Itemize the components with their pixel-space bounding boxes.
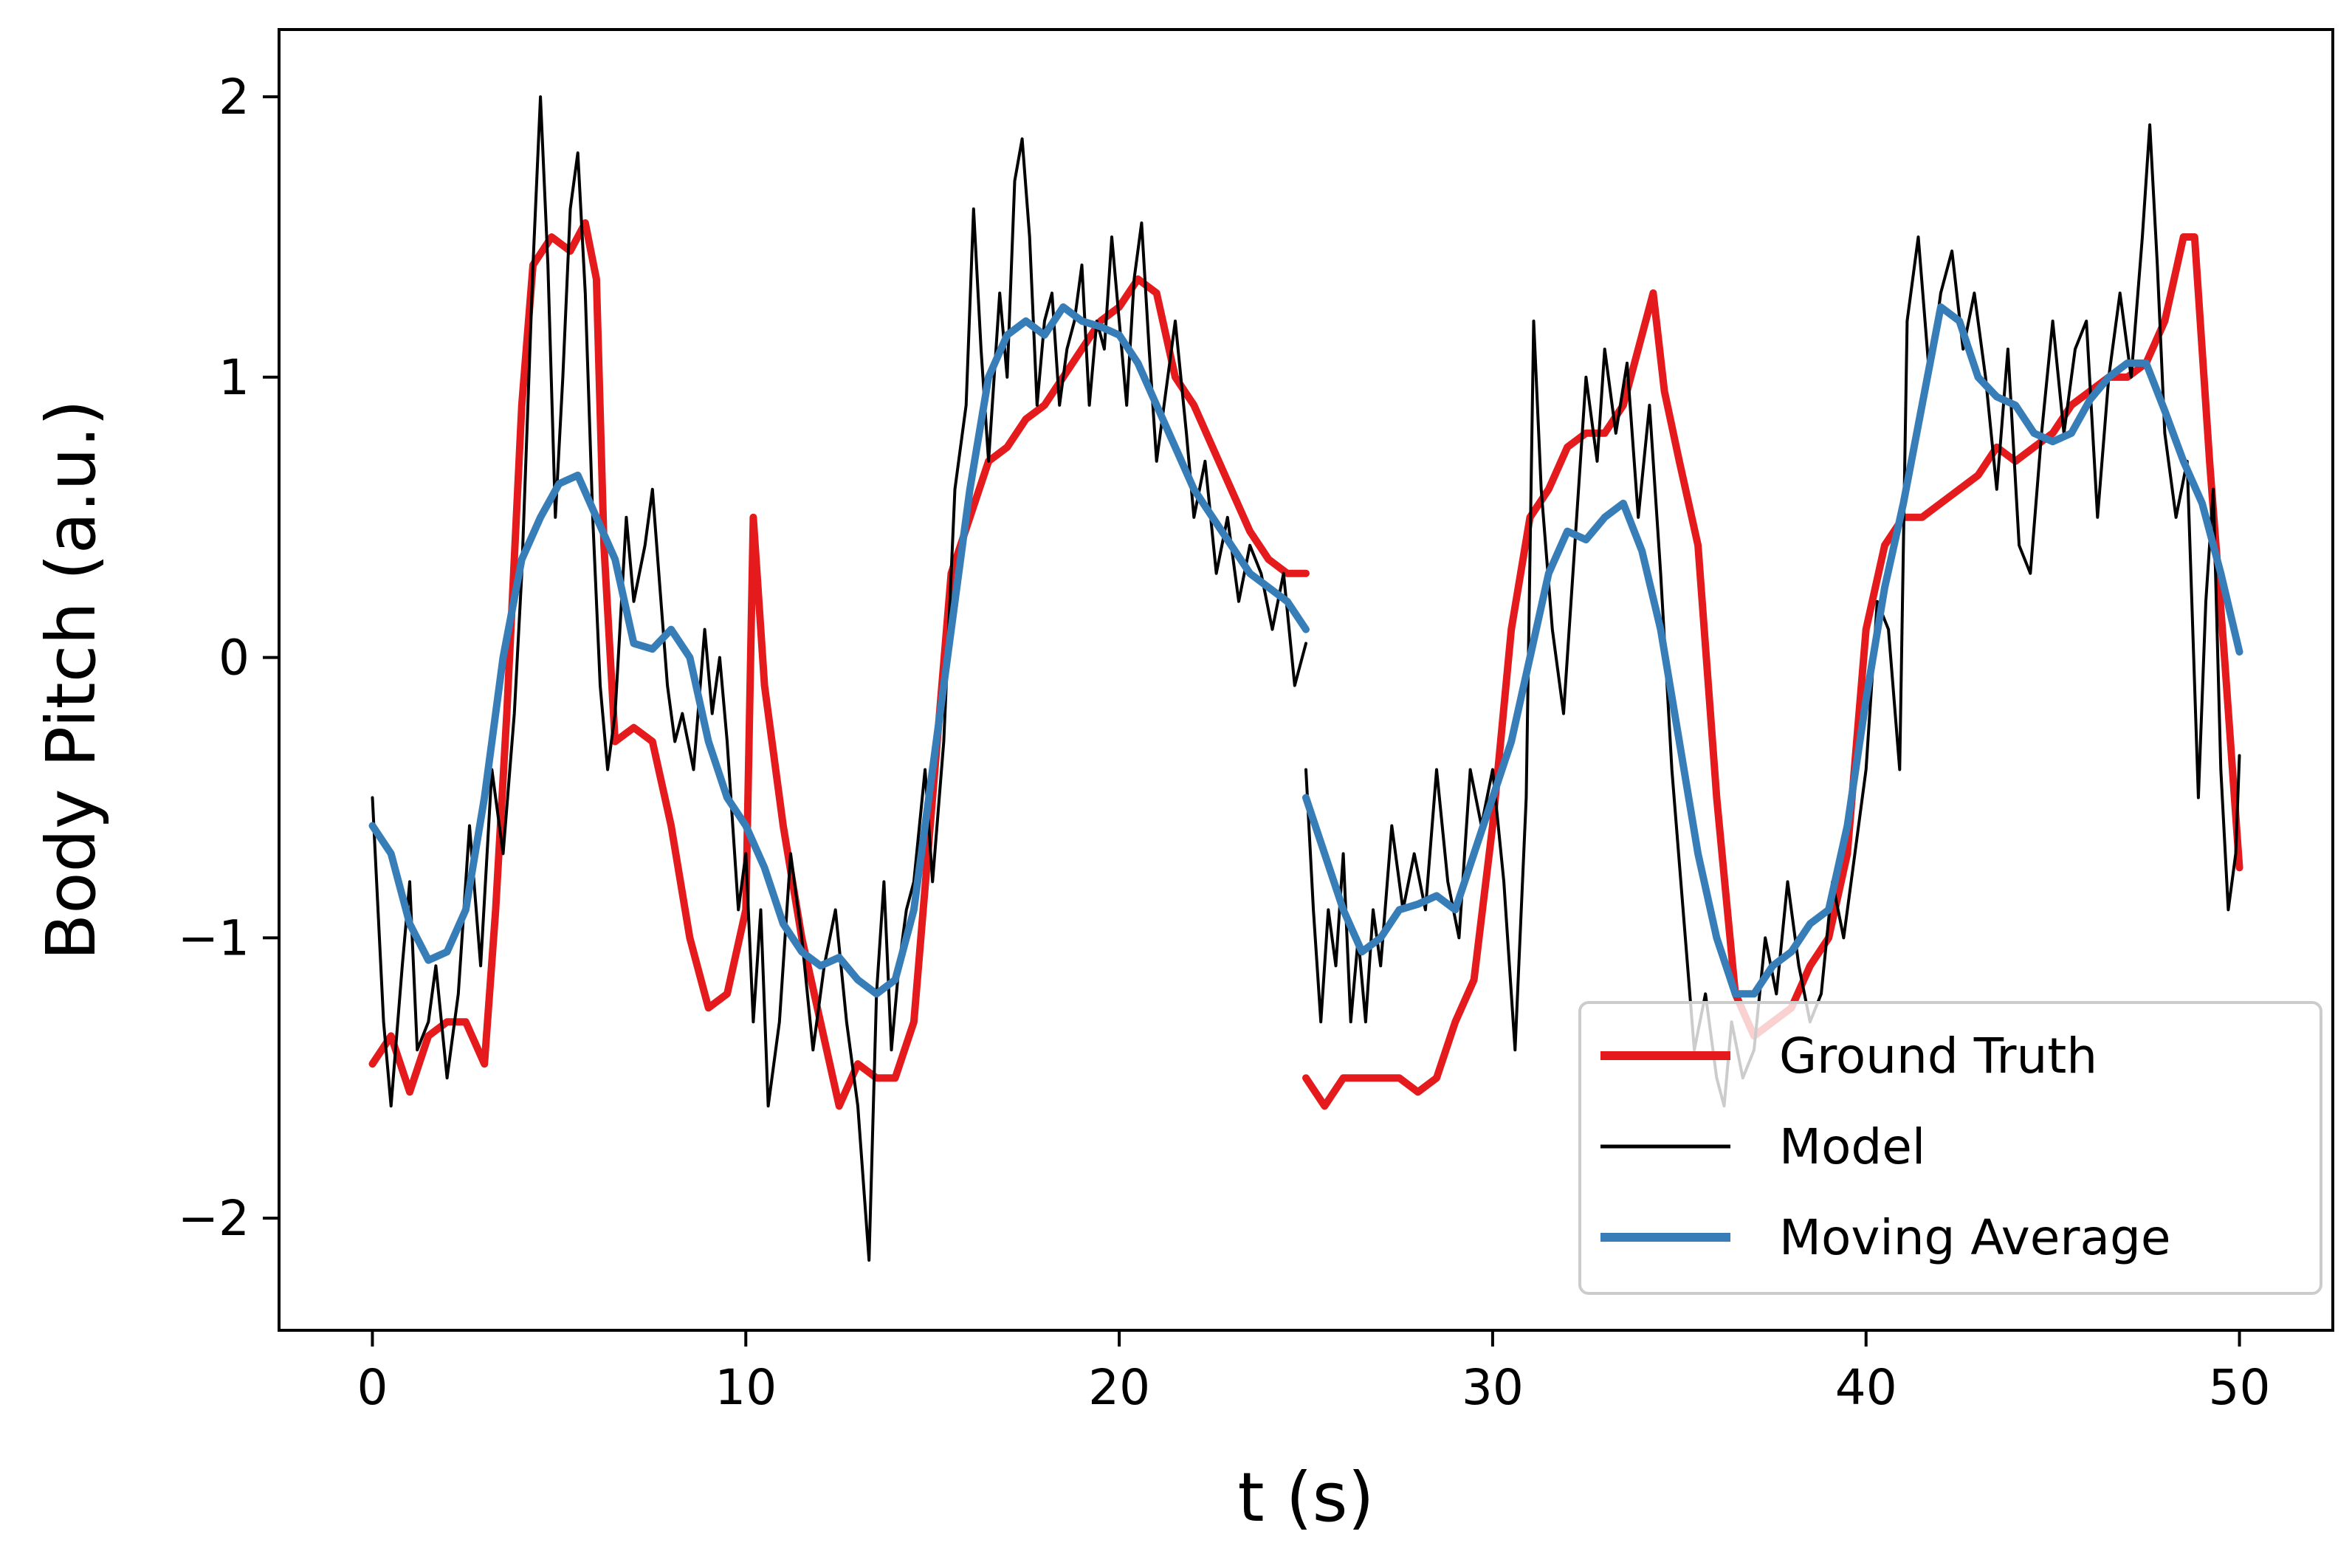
legend-box <box>1578 1001 2322 1295</box>
y-tick-label: 1 <box>219 349 250 406</box>
x-tick-label: 20 <box>1088 1359 1150 1416</box>
legend-label-ground-truth: Ground Truth <box>1779 1028 2097 1084</box>
x-axis-title: t (s) <box>1237 1458 1374 1537</box>
y-tick-label: 0 <box>219 630 250 687</box>
series-line-model-segment-1 <box>371 95 1307 1262</box>
x-tick-label: 10 <box>715 1359 777 1416</box>
series-layer <box>368 95 2243 1262</box>
x-tick-label: 40 <box>1835 1359 1897 1416</box>
series-line-moving-average-segment-2 <box>1302 303 2243 998</box>
x-tick-label: 50 <box>2209 1359 2271 1416</box>
x-tick-label: 30 <box>1462 1359 1524 1416</box>
series-line-moving-average-segment-1 <box>368 303 1310 998</box>
x-tick-label: 0 <box>357 1359 388 1416</box>
legend-label-moving-average: Moving Average <box>1779 1209 2170 1266</box>
y-axis-title: Body Pitch (a.u.) <box>32 399 111 960</box>
plot-frame <box>278 28 2334 1332</box>
legend-label-model: Model <box>1779 1118 1925 1175</box>
y-tick-label: 2 <box>219 69 250 125</box>
y-tick-label: −1 <box>178 909 250 966</box>
x-axis: 0 10 20 30 40 50 <box>357 1330 2271 1416</box>
y-tick-label: −2 <box>178 1190 250 1247</box>
legend: Ground Truth Model Moving Average <box>1578 1001 2322 1295</box>
y-axis: −2 −1 0 1 2 <box>178 69 279 1247</box>
series-line-model-segment-2 <box>1304 123 2241 1108</box>
